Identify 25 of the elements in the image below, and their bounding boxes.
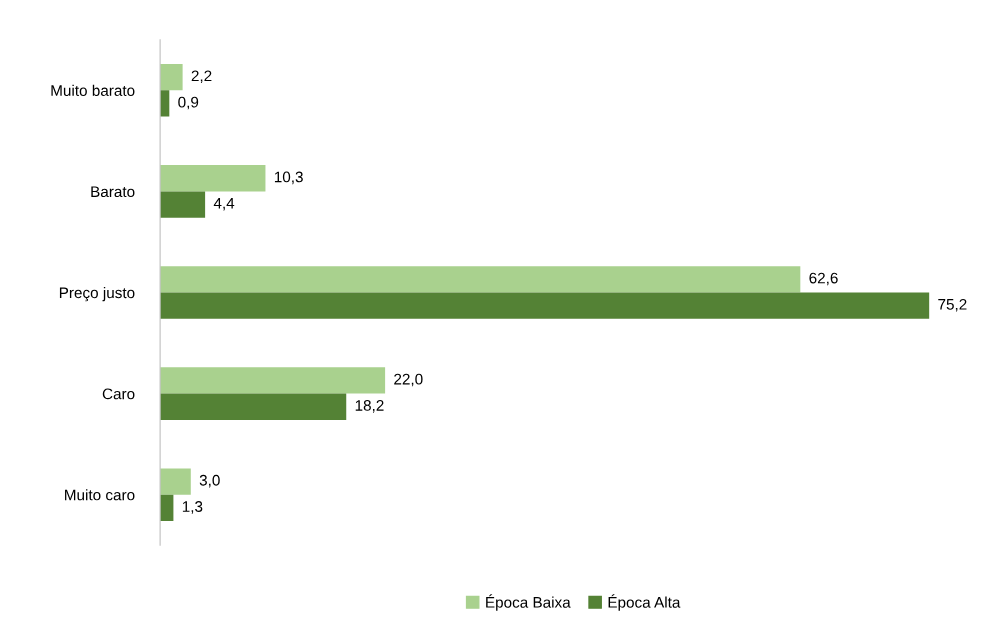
bar	[160, 266, 801, 293]
data-label: 22,0	[394, 373, 423, 387]
data-label: 2,2	[191, 70, 212, 84]
legend-label: Época Alta	[608, 594, 681, 611]
y-tick-label: Caro	[102, 388, 135, 400]
bar	[160, 64, 183, 91]
data-label: 75,2	[938, 298, 967, 312]
data-label: 3,0	[199, 474, 220, 488]
data-label: 1,3	[182, 501, 203, 514]
data-label: 62,6	[809, 272, 838, 286]
y-tick-label: Preço justo	[59, 286, 135, 302]
y-tick-label: Muito caro	[65, 489, 135, 501]
data-label: 18,2	[355, 400, 384, 413]
bar	[160, 292, 930, 319]
bar	[160, 468, 191, 495]
data-label: 0,9	[178, 96, 199, 110]
y-tick-label: Muito barato	[51, 84, 135, 96]
bar	[160, 367, 386, 394]
bar	[160, 393, 347, 420]
legend-label: Época Baixa	[486, 594, 571, 611]
bar	[160, 191, 206, 218]
bar	[160, 165, 266, 192]
data-label: 10,3	[274, 171, 303, 185]
y-tick-label: Barato	[91, 186, 135, 198]
data-label: 4,4	[213, 197, 235, 211]
